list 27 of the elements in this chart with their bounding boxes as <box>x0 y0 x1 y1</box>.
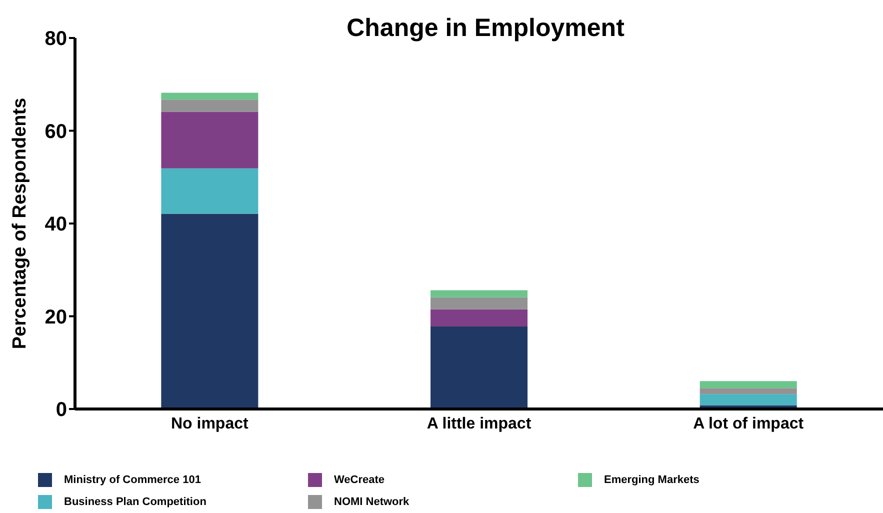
bar <box>161 112 258 168</box>
bar <box>161 214 258 409</box>
bar <box>161 92 258 100</box>
legend-label: WeCreate <box>334 474 385 486</box>
y-tick-label: 60 <box>44 120 67 143</box>
bar <box>430 309 528 326</box>
legend-label: Ministry of Commerce 101 <box>64 474 201 486</box>
y-tick-label: 80 <box>44 28 67 50</box>
bar <box>430 297 528 310</box>
chart-title: Change in Employment <box>346 14 626 43</box>
bar <box>700 381 797 388</box>
legend-label: NOMI Network <box>334 496 410 508</box>
y-tick-label: 40 <box>44 214 67 236</box>
bar <box>700 388 797 394</box>
bar <box>161 100 258 112</box>
legend-label: Emerging Markets <box>604 474 700 486</box>
bar <box>430 290 528 298</box>
x-tick-label: No impact <box>170 415 250 432</box>
x-tick-label: A lot of impact <box>693 415 804 432</box>
bar <box>430 326 528 409</box>
bar <box>700 394 797 406</box>
y-tick-label: 0 <box>56 399 67 422</box>
y-tick-label: 20 <box>44 306 67 328</box>
legend-label: Business Plan Competition <box>64 496 206 508</box>
bar <box>161 168 258 214</box>
x-tick-label: A little impact <box>426 415 532 432</box>
y-axis-title: Percentage of Respondents <box>10 98 31 350</box>
